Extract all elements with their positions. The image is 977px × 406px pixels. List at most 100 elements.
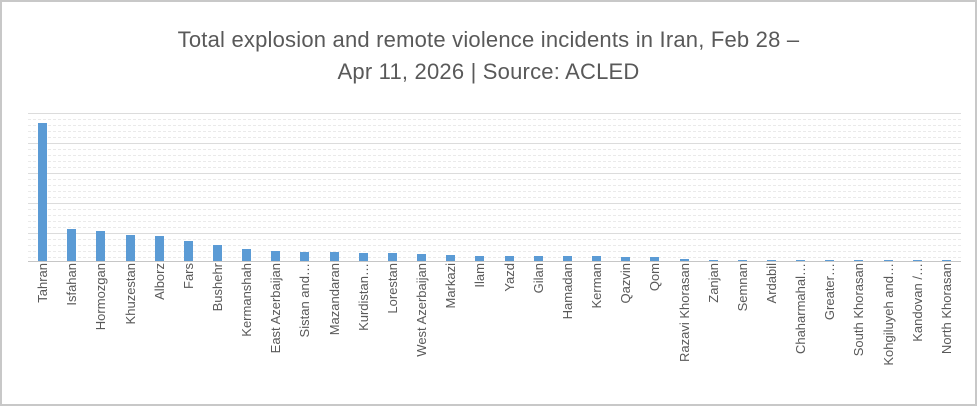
bar-slot [524,113,553,261]
x-axis-label: East Azerbaijan [268,263,284,354]
x-axis-labels: Tahran Isfahan Hormozgan Khuzestan Alborz Far… [28,263,961,401]
x-label-slot: West Azerbaijan [407,263,436,401]
bar [504,255,514,261]
bar [941,260,951,261]
major-gridline [28,143,961,144]
x-axis-line [28,261,961,262]
bar [271,250,281,261]
chart-title-line2: Apr 11, 2026 | Source: ACLED [337,59,640,84]
bar [737,259,747,261]
x-label-slot: Isfahan [57,263,86,401]
x-axis-label: Kermanshah [239,263,255,337]
bar [708,259,718,261]
bar-slot [407,113,436,261]
minor-gridline [28,155,961,156]
bar-slot [57,113,86,261]
bar [417,253,427,261]
x-axis-label: Hormozgan [93,263,109,331]
x-label-slot: Qazvin [611,263,640,401]
major-gridline [28,233,961,234]
x-label-slot: South Khorasan [844,263,873,401]
bar-slot [757,113,786,261]
bar-slot [145,113,174,261]
x-label-slot: Kerman [582,263,611,401]
bar-slot [495,113,524,261]
minor-gridline [28,239,961,240]
bar [825,259,835,261]
x-axis-label: Kerman [589,263,605,309]
x-axis-label: Sistan and… [297,263,313,338]
minor-gridline [28,185,961,186]
x-label-slot: Ilam [465,263,494,401]
x-label-slot: Khuzestan [115,263,144,401]
x-axis-label: Tahran [35,263,51,303]
bar [213,244,223,261]
minor-gridline [28,149,961,150]
major-gridline [28,113,961,114]
x-label-slot: Kohgiluyeh and… [874,263,903,401]
x-label-slot: Fars [174,263,203,401]
bar [650,257,660,261]
bar-slot [261,113,290,261]
bar-slot [699,113,728,261]
bar [38,122,48,261]
minor-gridline [28,167,961,168]
x-axis-label: North Khorasan [938,263,954,355]
bar-slot [874,113,903,261]
bar [562,256,572,261]
bar [96,231,106,261]
x-axis-label: Mazandaran [326,263,342,336]
bar-slot [815,113,844,261]
chart-title-line1: Total explosion and remote violence inci… [177,27,800,52]
minor-gridline [28,191,961,192]
x-axis-label: Bushehr [210,263,226,312]
x-label-slot: Tahran [28,263,57,401]
minor-gridline [28,179,961,180]
minor-gridline [28,137,961,138]
gridlines [28,113,961,261]
bar [854,259,864,261]
minor-gridline [28,131,961,132]
bar [621,257,631,261]
bar-slot [553,113,582,261]
x-label-slot: North Khorasan [932,263,961,401]
x-axis-label: Razavi Khorasan [676,263,692,362]
x-label-slot: Lorestan [378,263,407,401]
bar-slot [86,113,115,261]
x-axis-label: Ardabil [763,263,779,304]
x-axis-label: Kurdistan… [355,263,371,331]
bar-slot [349,113,378,261]
x-label-slot: Razavi Khorasan [669,263,698,401]
bar [475,255,485,261]
bar-slot [290,113,319,261]
bar [387,253,397,261]
x-axis-label: Gilan [530,263,546,294]
plot-area [28,113,961,262]
x-label-slot: Zanjan [699,263,728,401]
bar-slot [28,113,57,261]
bar-slot [611,113,640,261]
minor-gridline [28,125,961,126]
minor-gridline [28,161,961,162]
x-axis-label: Isfahan [64,263,80,306]
x-axis-label: Yazd [501,263,517,292]
bar [67,228,77,261]
bar-slot [669,113,698,261]
x-label-slot: Hormozgan [86,263,115,401]
major-gridline [28,203,961,204]
bar-slot [844,113,873,261]
bar-slot [232,113,261,261]
bar [183,241,193,261]
bar-slot [903,113,932,261]
bar [796,259,806,261]
x-label-slot: Kandovan /… [903,263,932,401]
bar [329,252,339,261]
bar [300,251,310,261]
minor-gridline [28,119,961,120]
bar-slot [203,113,232,261]
bar [154,236,164,261]
x-label-slot: Yazd [495,263,524,401]
bar [242,248,252,261]
x-label-slot: Kurdistan… [349,263,378,401]
